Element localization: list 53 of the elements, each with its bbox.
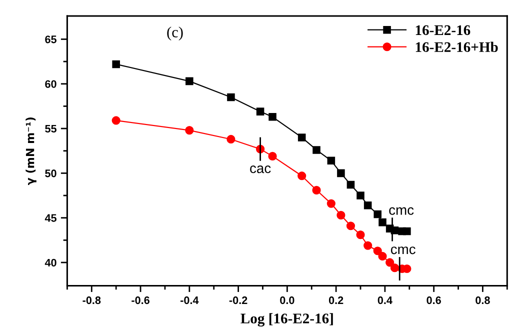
- annotation: (c): [167, 26, 183, 40]
- x-tick-label: -0.4: [180, 296, 199, 304]
- point: [403, 227, 411, 236]
- y-tick-label: 40: [44, 258, 56, 267]
- point: [364, 241, 372, 250]
- point: [386, 258, 394, 267]
- point: [374, 210, 382, 218]
- point: [337, 169, 345, 178]
- point: [256, 108, 264, 116]
- point: [378, 252, 387, 261]
- point: [312, 146, 320, 154]
- point: [112, 60, 120, 68]
- point: [390, 264, 400, 272]
- annotation: cmc: [390, 246, 416, 254]
- point: [312, 186, 321, 194]
- point: [336, 210, 346, 220]
- point: [364, 201, 372, 210]
- point: [373, 246, 382, 256]
- y-axis-title: γ (mN m⁻¹): [26, 117, 36, 186]
- point: [356, 192, 364, 200]
- y-tick-label: 55: [45, 124, 56, 133]
- y-tick-label: 50: [45, 170, 56, 178]
- point: [185, 126, 194, 135]
- y-tick-label: 60: [45, 80, 56, 88]
- point: [112, 116, 120, 125]
- point: [268, 152, 277, 161]
- point: [298, 172, 306, 180]
- annotation: cmc: [389, 207, 414, 215]
- x-tick-label: -0.2: [229, 296, 248, 304]
- point: [346, 222, 356, 230]
- y-tick-label: 65: [45, 36, 56, 44]
- point: [378, 218, 386, 226]
- point: [326, 199, 336, 208]
- point: [356, 230, 365, 240]
- x-tick-label: -0.8: [82, 296, 101, 304]
- point: [227, 93, 235, 102]
- y-tick-label: 45: [44, 214, 56, 222]
- point: [327, 156, 336, 165]
- point: [298, 134, 306, 142]
- x-tick-label: -0.6: [132, 296, 150, 304]
- legend-label: 16-E2-16+Hb: [416, 42, 498, 52]
- x-tick-label: 0.0: [280, 296, 294, 304]
- point: [268, 113, 276, 121]
- point: [186, 77, 194, 86]
- annotation: cac: [250, 166, 271, 174]
- point: [346, 180, 355, 189]
- x-tick-label: 0.2: [328, 296, 344, 304]
- x-tick-label: 0.8: [476, 296, 490, 304]
- legend-label: 16-E2-16: [416, 25, 470, 36]
- point: [226, 134, 236, 144]
- x-axis-title: Log [16-E2-16]: [240, 313, 333, 327]
- x-tick-label: 0.4: [378, 296, 392, 304]
- x-tick-label: 0.6: [426, 296, 441, 304]
